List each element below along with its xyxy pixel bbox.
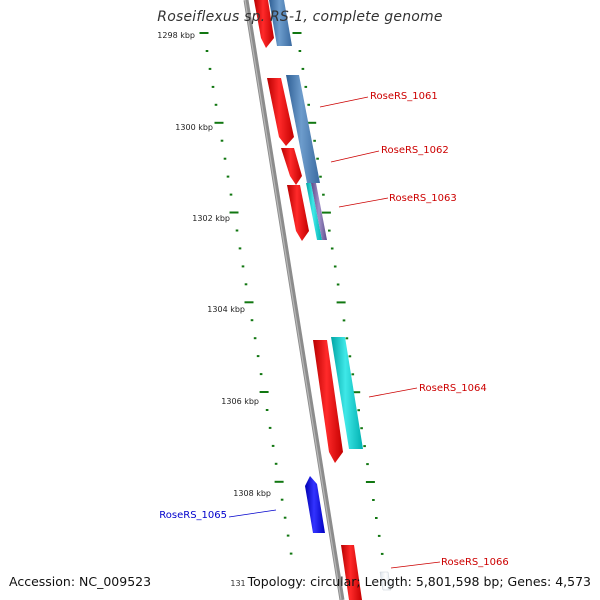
connector-line [368,387,418,398]
connector-line [319,96,369,108]
gene-label-rosers-1066[interactable]: RoseRS_1066 [441,557,509,568]
connector-line [330,150,380,163]
gene-feature[interactable] [313,340,343,463]
ruler-label: 1300 kbp [175,123,213,132]
gene-labels: RoseRS_1061 RoseRS_1062 RoseRS_1063 Rose… [159,91,508,568]
ruler-label: 1306 kbp [221,397,259,406]
connector-line [228,509,277,518]
ruler-labels: 1298 kbp 1300 kbp 1302 kbp 1304 kbp 1306… [157,31,271,498]
connector-line [390,561,441,569]
gene-label-rosers-1065[interactable]: RoseRS_1065 [159,510,227,521]
backbone-highlight [244,0,342,600]
gene-label-rosers-1062[interactable]: RoseRS_1062 [381,145,449,156]
cut-tick-label: 131 [230,579,246,588]
gene-feature[interactable] [254,0,274,48]
topology-text: 131 Topology: circular; Length: 5,801,598… [230,574,591,589]
gene-feature[interactable] [286,75,320,183]
gene-feature[interactable] [269,0,292,46]
gene-feature[interactable] [341,545,362,600]
accession-text: Accession: NC_009523 [9,574,152,589]
ruler-label: 1308 kbp [233,489,271,498]
gene-features [254,0,392,600]
ruler-label: 1298 kbp [157,31,195,40]
ruler-label: 1302 kbp [192,214,230,223]
gene-feature[interactable] [331,337,363,449]
topology-value: Topology: circular; Length: 5,801,598 bp… [247,574,591,589]
gene-feature[interactable] [379,571,392,591]
gene-feature[interactable] [305,476,325,533]
backbone-line [243,0,345,600]
gene-feature[interactable] [287,185,309,241]
ruler-ticks [199,32,293,555]
gene-label-rosers-1063[interactable]: RoseRS_1063 [389,193,457,204]
label-connectors [228,96,441,569]
connector-line [338,197,389,208]
gene-label-rosers-1061[interactable]: RoseRS_1061 [370,91,438,102]
gene-label-rosers-1064[interactable]: RoseRS_1064 [419,383,487,394]
ruler-label: 1304 kbp [207,305,245,314]
map-title: Roseiflexus sp. RS-1, complete genome [157,9,443,25]
outer-ticks [292,32,384,555]
gene-feature[interactable] [281,148,302,185]
gene-feature[interactable] [306,183,322,240]
gene-feature[interactable] [311,183,327,240]
gene-feature[interactable] [267,78,294,146]
